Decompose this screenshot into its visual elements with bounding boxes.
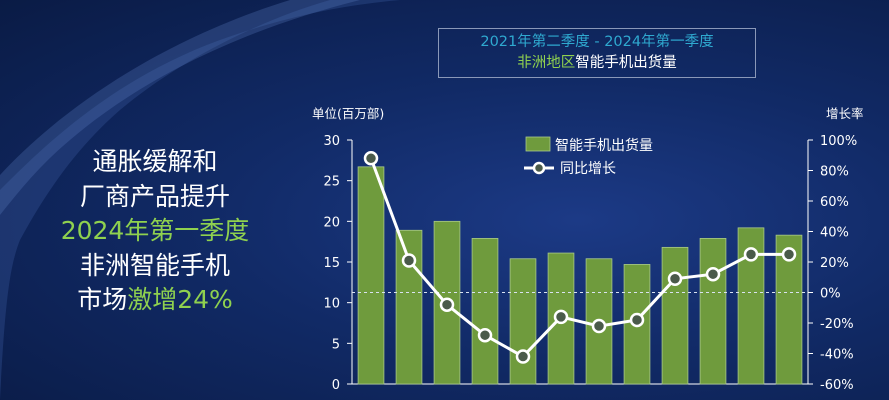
right-tick-label: 40% xyxy=(820,226,849,241)
growth-point xyxy=(781,247,797,262)
growth-point xyxy=(477,327,493,343)
shipment-bar xyxy=(471,238,499,385)
chart-title-rest: 智能手机出货量 xyxy=(575,55,677,71)
growth-point xyxy=(743,247,759,262)
chart-title-line2: 非洲地区智能手机出货量 xyxy=(439,53,755,74)
right-tick-label: 60% xyxy=(820,195,849,210)
right-axis-label: 增长率 xyxy=(826,106,864,121)
growth-point xyxy=(439,297,455,312)
headline-line1: 通胀缓解和 xyxy=(92,147,218,176)
headline-line4: 非洲智能手机 xyxy=(79,250,230,280)
left-tick-label: 15 xyxy=(323,256,340,271)
right-tick-label: -20% xyxy=(820,317,854,332)
right-tick-label: -40% xyxy=(820,348,854,363)
growth-point xyxy=(553,309,569,325)
left-tick-label: 0 xyxy=(332,378,340,393)
right-tick-label: 0% xyxy=(820,287,841,302)
legend-bar-label: 智能手机出货量 xyxy=(555,137,653,154)
right-tick-label: -60% xyxy=(820,378,854,393)
left-tick-label: 20 xyxy=(323,215,340,230)
chart-title-box: 2021年第二季度 - 2024年第一季度 非洲地区智能手机出货量 xyxy=(438,28,756,78)
shipment-bar xyxy=(699,238,727,385)
left-tick-label: 25 xyxy=(323,175,340,190)
right-tick-label: 100% xyxy=(820,134,857,149)
left-tick-label: 30 xyxy=(323,134,340,149)
headline-line5-highlight: 激增24% xyxy=(127,285,233,314)
legend-line-label: 同比增长 xyxy=(560,161,616,177)
headline-line3: 2024年第一季度 xyxy=(60,216,250,245)
shipment-bar xyxy=(357,166,385,385)
right-tick-label: 20% xyxy=(820,256,849,271)
growth-point xyxy=(705,266,721,282)
growth-point xyxy=(363,151,379,166)
legend-line-marker xyxy=(532,161,546,175)
headline-line5: 市场激增24% xyxy=(20,283,290,318)
legend-bar-swatch xyxy=(525,136,551,152)
right-tick-label: 80% xyxy=(820,165,849,180)
headline: 通胀缓解和 厂商产品提升 2024年第一季度 非洲智能手机 市场激增24% xyxy=(20,145,290,318)
left-tick-label: 10 xyxy=(323,297,340,312)
growth-point xyxy=(591,318,607,334)
headline-line2: 厂商产品提升 xyxy=(79,181,230,211)
growth-point xyxy=(667,271,683,287)
growth-point xyxy=(629,312,645,328)
left-axis-label: 单位(百万部) xyxy=(312,106,385,121)
growth-point xyxy=(515,349,531,364)
headline-line5-prefix: 市场 xyxy=(77,285,128,314)
chart-title-line1: 2021年第二季度 - 2024年第一季度 xyxy=(480,34,714,50)
shipment-bar xyxy=(509,258,537,385)
growth-point xyxy=(401,253,417,268)
chart-title-region: 非洲地区 xyxy=(517,55,576,71)
left-tick-label: 5 xyxy=(332,337,340,352)
shipment-bar xyxy=(661,246,689,385)
